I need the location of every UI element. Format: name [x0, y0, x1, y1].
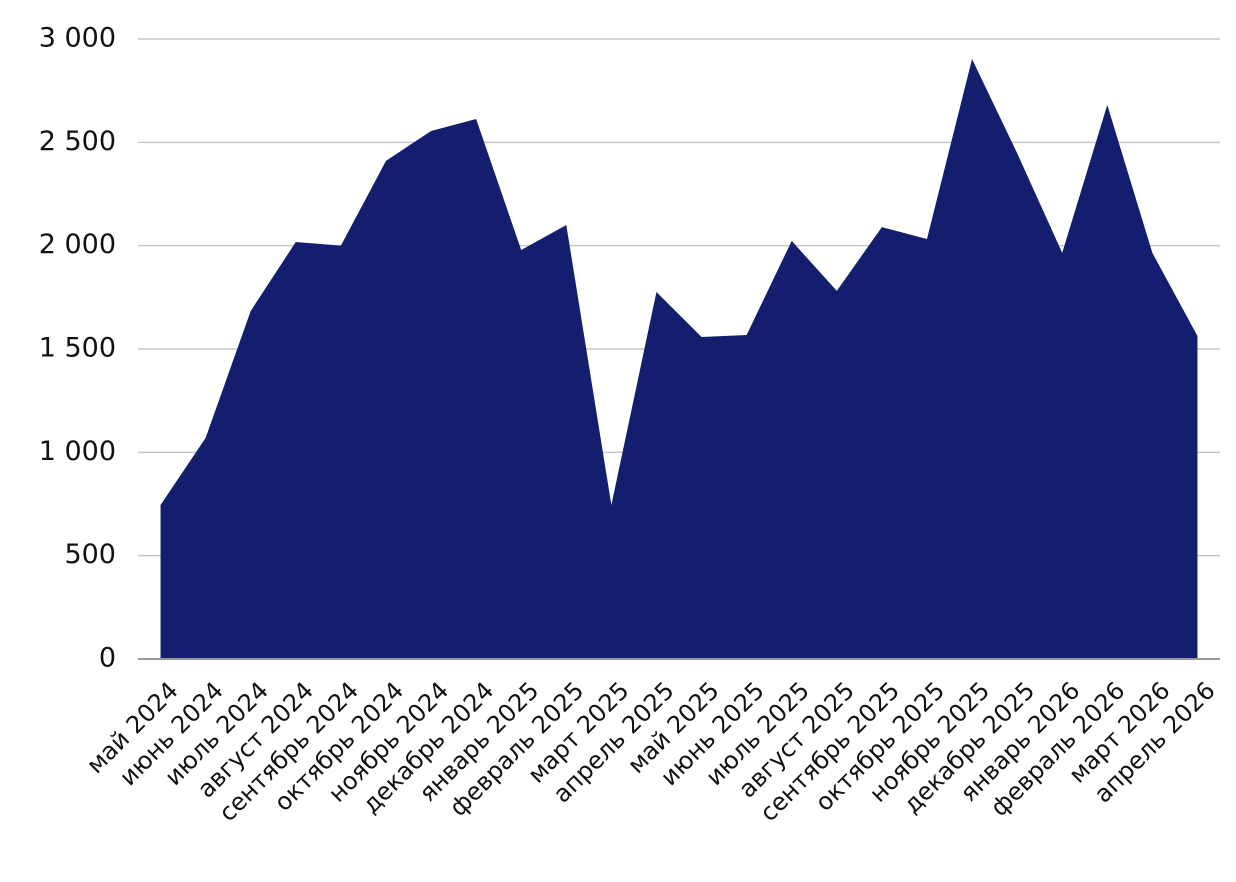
y-tick-label: 3 000: [39, 23, 116, 54]
y-tick-label: 2 000: [39, 229, 116, 260]
y-tick-label: 1 000: [39, 436, 116, 467]
y-tick-label: 1 500: [39, 333, 116, 364]
y-tick-label: 0: [99, 643, 116, 674]
y-tick-label: 2 500: [39, 126, 116, 157]
area: [160, 59, 1198, 659]
y-tick-label: 500: [64, 539, 116, 570]
